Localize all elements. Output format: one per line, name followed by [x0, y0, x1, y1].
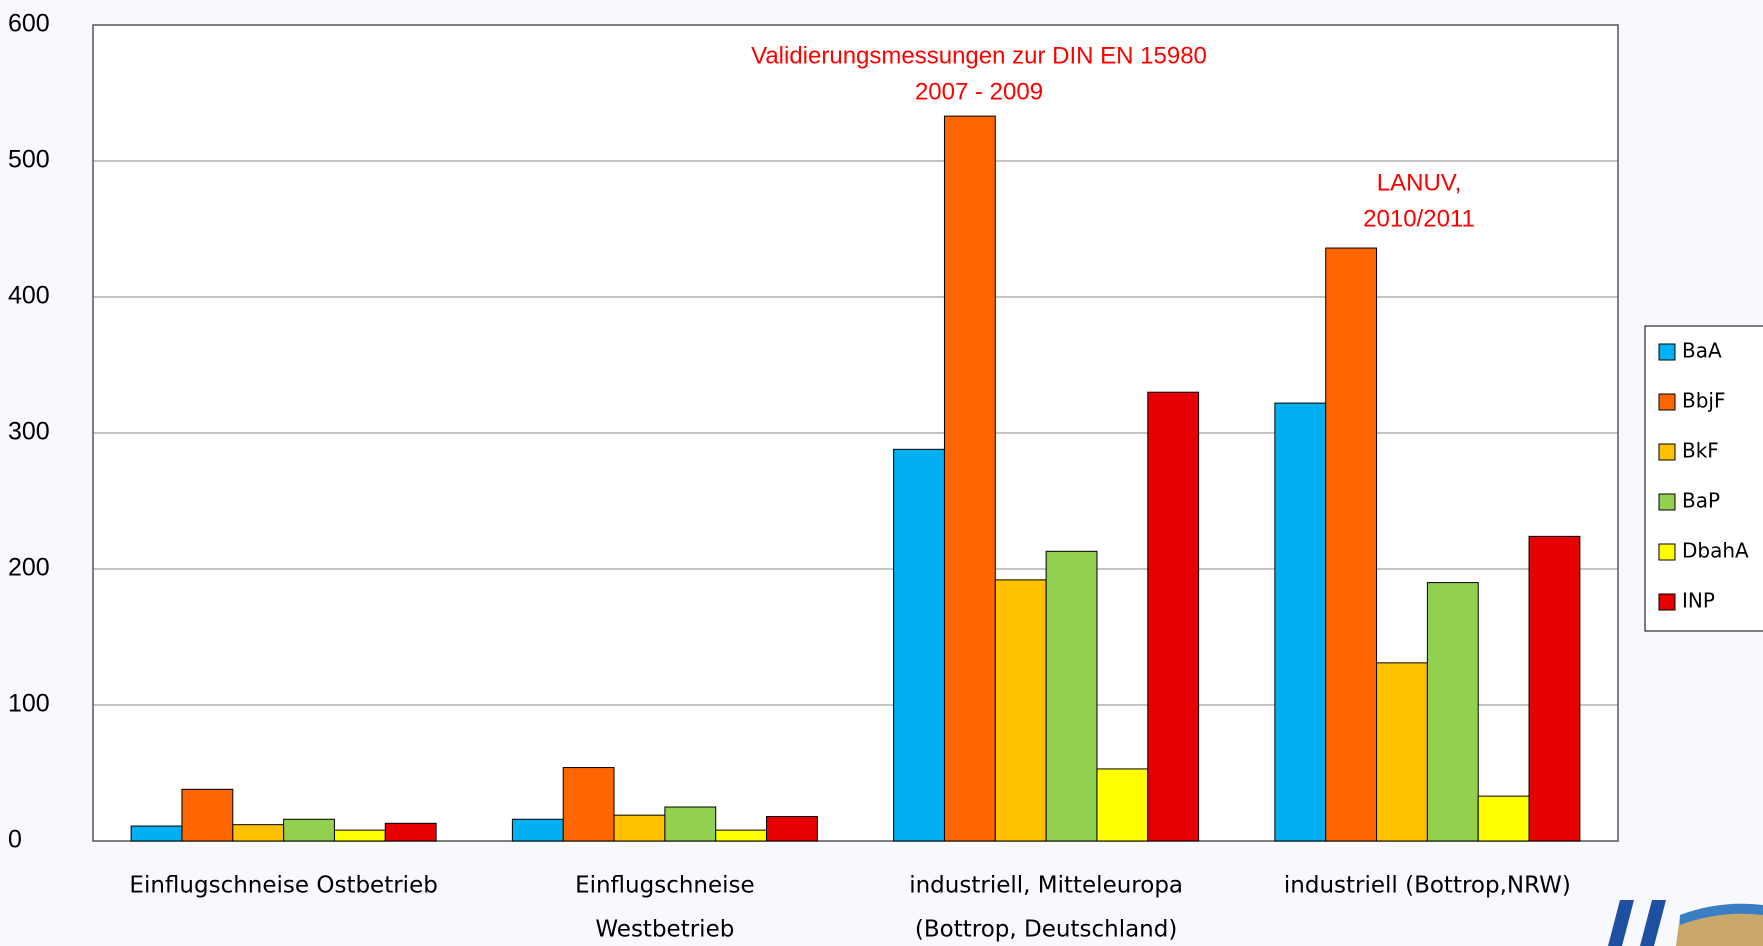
bar: [1045, 550, 1098, 842]
bar: [1528, 535, 1581, 842]
legend-label: BbjF: [1682, 389, 1725, 413]
legend: BaA BbjF BkF BaP DbahA INP: [1644, 325, 1763, 632]
bar: [613, 814, 666, 842]
bar: [943, 115, 996, 842]
bar: [1477, 795, 1530, 842]
x-tick-label: Einflugschneise Ostbetrieb: [129, 873, 437, 899]
bar: [130, 825, 183, 842]
x-tick-label: (Bottrop, Deutschland): [915, 917, 1177, 943]
annotation: Validierungsmessungen zur DIN EN 15980: [751, 42, 1207, 69]
bar: [715, 829, 768, 842]
legend-swatch: [1658, 393, 1676, 411]
bar: [384, 822, 437, 842]
bar: [511, 818, 564, 842]
annotation: LANUV,: [1377, 169, 1462, 196]
bar: [994, 579, 1047, 842]
y-tick-label: 400: [8, 282, 50, 310]
x-tick-label: industriell (Bottrop,NRW): [1284, 873, 1571, 899]
legend-label: BkF: [1682, 439, 1719, 463]
y-tick-label: 500: [8, 146, 50, 174]
bar: [1096, 768, 1149, 842]
y-tick-label: 300: [8, 418, 50, 446]
bar: [1147, 391, 1200, 842]
legend-label: INP: [1682, 589, 1715, 613]
bar: [766, 816, 818, 842]
bar: [1376, 662, 1428, 842]
bar: [232, 824, 285, 842]
bar: [333, 829, 386, 842]
y-tick-label: 600: [8, 10, 50, 38]
legend-box: [1644, 325, 1763, 632]
bar: [283, 818, 335, 842]
legend-label: BaP: [1682, 489, 1720, 513]
bar: [1274, 402, 1327, 842]
logo: [1608, 900, 1763, 946]
legend-swatch: [1658, 343, 1676, 361]
y-tick-label: 200: [8, 554, 50, 582]
legend-label: DbahA: [1682, 539, 1749, 563]
plot-border: [92, 24, 1619, 842]
legend-swatch: [1658, 493, 1676, 511]
y-tick-label: 100: [8, 690, 50, 718]
x-tick-label: Einflugschneise: [575, 873, 755, 899]
bar: [1426, 582, 1479, 842]
x-tick-label: industriell, Mitteleuropa: [909, 873, 1183, 899]
legend-swatch: [1658, 593, 1676, 611]
bar: [1325, 247, 1378, 842]
bar: [893, 448, 945, 842]
legend-label: BaA: [1682, 339, 1722, 363]
bar: [562, 767, 615, 842]
annotation: 2010/2011: [1363, 205, 1475, 232]
y-tick-label: 0: [8, 826, 22, 854]
bar: [181, 788, 234, 842]
annotation: 2007 - 2009: [915, 78, 1043, 105]
bar: [664, 806, 717, 842]
legend-swatch: [1658, 543, 1676, 561]
x-tick-label: Westbetrieb: [595, 917, 734, 943]
legend-swatch: [1658, 443, 1676, 461]
